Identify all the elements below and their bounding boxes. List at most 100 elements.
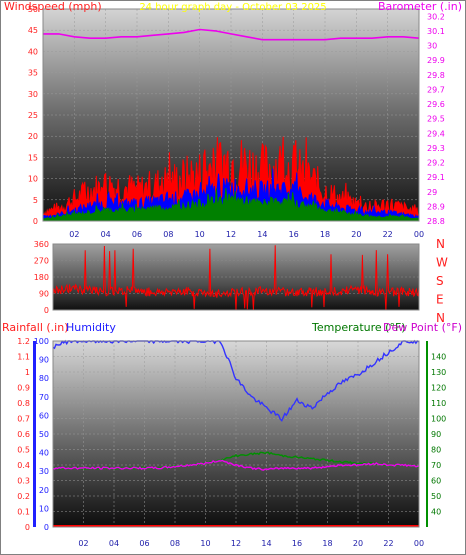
temp-x-tick: 04 — [109, 539, 119, 548]
rain-y-tick: 0.6 — [17, 430, 30, 439]
rain-y-tick: 0 — [25, 523, 30, 532]
dewpoint-series — [52, 459, 420, 471]
temp-y-tick: 60 — [431, 477, 441, 486]
wind-x-tick: 06 — [132, 230, 142, 239]
rain-y-tick: 0.7 — [17, 415, 30, 424]
temperature-label: Temperature (°F) — [311, 321, 406, 334]
temp-y-tick: 140 — [431, 353, 446, 362]
direction-y-tick: 360 — [34, 240, 49, 249]
wind-y-tick: 50 — [28, 5, 38, 14]
wind-x-tick: 00 — [414, 230, 424, 239]
temp-x-tick: 20 — [353, 539, 363, 548]
temp-x-tick: 14 — [261, 539, 271, 548]
baro-y-tick: 29.1 — [427, 173, 445, 182]
baro-y-tick: 29.4 — [427, 129, 445, 138]
temp-y-tick: 130 — [431, 368, 446, 377]
wind-x-tick: 18 — [320, 230, 330, 239]
temp-scale-bar — [426, 341, 428, 527]
wind-y-tick: 30 — [28, 90, 38, 99]
temp-x-tick: 02 — [78, 539, 88, 548]
temp-humidity-panel: 0 0.1 0.2 0.3 0.4 0.5 0.6 0.7 0.8 0.9 1 1.1 1.2 0 10 2… — [2, 321, 462, 548]
temp-y-ticks: 40 50 60 70 80 90 100 110 120 130 140 — [431, 353, 446, 517]
temp-x-tick: 18 — [322, 539, 332, 548]
wind-y-tick: 10 — [28, 175, 38, 184]
rain-y-tick: 1 — [25, 368, 30, 377]
wind-y-tick: 20 — [28, 132, 38, 141]
wind-series — [42, 28, 420, 222]
compass-label: N — [436, 311, 445, 325]
baro-y-tick: 28.8 — [427, 217, 445, 226]
humidity-y-tick: 30 — [39, 467, 49, 476]
direction-y-tick: 270 — [34, 257, 49, 266]
wind-x-tick: 12 — [226, 230, 236, 239]
compass-label: S — [436, 274, 444, 288]
rain-y-tick: 0.8 — [17, 399, 30, 408]
humidity-y-tick: 70 — [39, 393, 49, 402]
wind-y-tick: 5 — [33, 196, 38, 205]
temp-x-tick: 10 — [200, 539, 210, 548]
temp-x-tick: 08 — [170, 539, 180, 548]
wind-y-tick: 40 — [28, 47, 38, 56]
wind-x-tick: 10 — [195, 230, 205, 239]
baro-y-tick: 29 — [427, 188, 437, 197]
humidity-y-ticks: 0 10 20 30 40 50 60 70 80 90 100 — [34, 337, 49, 532]
wind-gust-series — [42, 136, 420, 222]
temp-grid — [53, 340, 420, 528]
wind-y-tick: 45 — [28, 26, 38, 35]
wind-x-ticks: 02 04 06 08 10 12 14 16 18 20 22 00 — [69, 230, 424, 239]
temp-x-tick: 00 — [414, 539, 424, 548]
wind-y-tick: 0 — [33, 217, 38, 226]
wind-x-tick: 14 — [257, 230, 267, 239]
wind-x-tick: 22 — [383, 230, 393, 239]
wind-plot-border — [42, 8, 420, 222]
temp-x-tick: 06 — [139, 539, 149, 548]
rain-y-tick: 1.1 — [17, 353, 30, 362]
temp-y-tick: 40 — [431, 508, 441, 517]
baro-y-tick: 30 — [427, 42, 437, 51]
baro-y-tick: 28.9 — [427, 202, 445, 211]
rain-y-tick: 0.5 — [17, 446, 30, 455]
humidity-y-tick: 90 — [39, 356, 49, 365]
rain-y-tick: 1.2 — [17, 337, 30, 346]
rain-y-tick: 0.3 — [17, 477, 30, 486]
humidity-y-tick: 40 — [39, 449, 49, 458]
temp-y-tick: 120 — [431, 384, 446, 393]
baro-y-ticks: 28.8 28.9 29 29.1 29.2 29.3 29.4 29.5 29.6 29.7 29… — [427, 12, 445, 226]
wind-low-series — [42, 188, 420, 222]
wind-x-tick: 02 — [69, 230, 79, 239]
direction-y-tick: 0 — [44, 306, 49, 315]
humidity-y-tick: 50 — [39, 430, 49, 439]
humidity-scale-bar — [33, 341, 36, 527]
wind-x-tick: 04 — [101, 230, 111, 239]
temp-y-tick: 50 — [431, 492, 441, 501]
wind-y-tick: 25 — [28, 111, 38, 120]
compass-label: W — [436, 256, 448, 270]
direction-y-ticks: 0 90 180 270 360 — [34, 240, 49, 315]
humidity-y-tick: 0 — [44, 523, 49, 532]
wind-y-tick: 15 — [28, 153, 38, 162]
rain-y-tick: 0.4 — [17, 461, 30, 470]
temp-plot-border — [52, 340, 420, 528]
wind-x-tick: 16 — [289, 230, 299, 239]
humidity-y-tick: 20 — [39, 486, 49, 495]
dewpoint-label: Dew Point (°F) — [383, 321, 462, 334]
temp-y-tick: 70 — [431, 461, 441, 470]
rain-y-tick: 0.9 — [17, 384, 30, 393]
humidity-label: Humidity — [66, 321, 116, 334]
temp-x-tick: 22 — [383, 539, 393, 548]
baro-y-tick: 30.1 — [427, 27, 445, 36]
direction-plot-border — [52, 243, 420, 311]
rain-y-tick: 0.2 — [17, 492, 30, 501]
compass-label: N — [436, 237, 445, 251]
rainfall-label: Rainfall (.in) — [2, 321, 69, 334]
baro-y-tick: 29.3 — [427, 144, 445, 153]
wind-y-tick: 35 — [28, 69, 38, 78]
barometer-series — [43, 28, 420, 41]
windspeed-label: Windspeed (mph) — [4, 0, 102, 13]
wind-x-tick: 20 — [351, 230, 361, 239]
rain-y-ticks: 0 0.1 0.2 0.3 0.4 0.5 0.6 0.7 0.8 0.9 1 1.1 1.2 — [17, 337, 30, 532]
baro-y-tick: 29.9 — [427, 56, 445, 65]
temp-y-tick: 100 — [431, 415, 446, 424]
